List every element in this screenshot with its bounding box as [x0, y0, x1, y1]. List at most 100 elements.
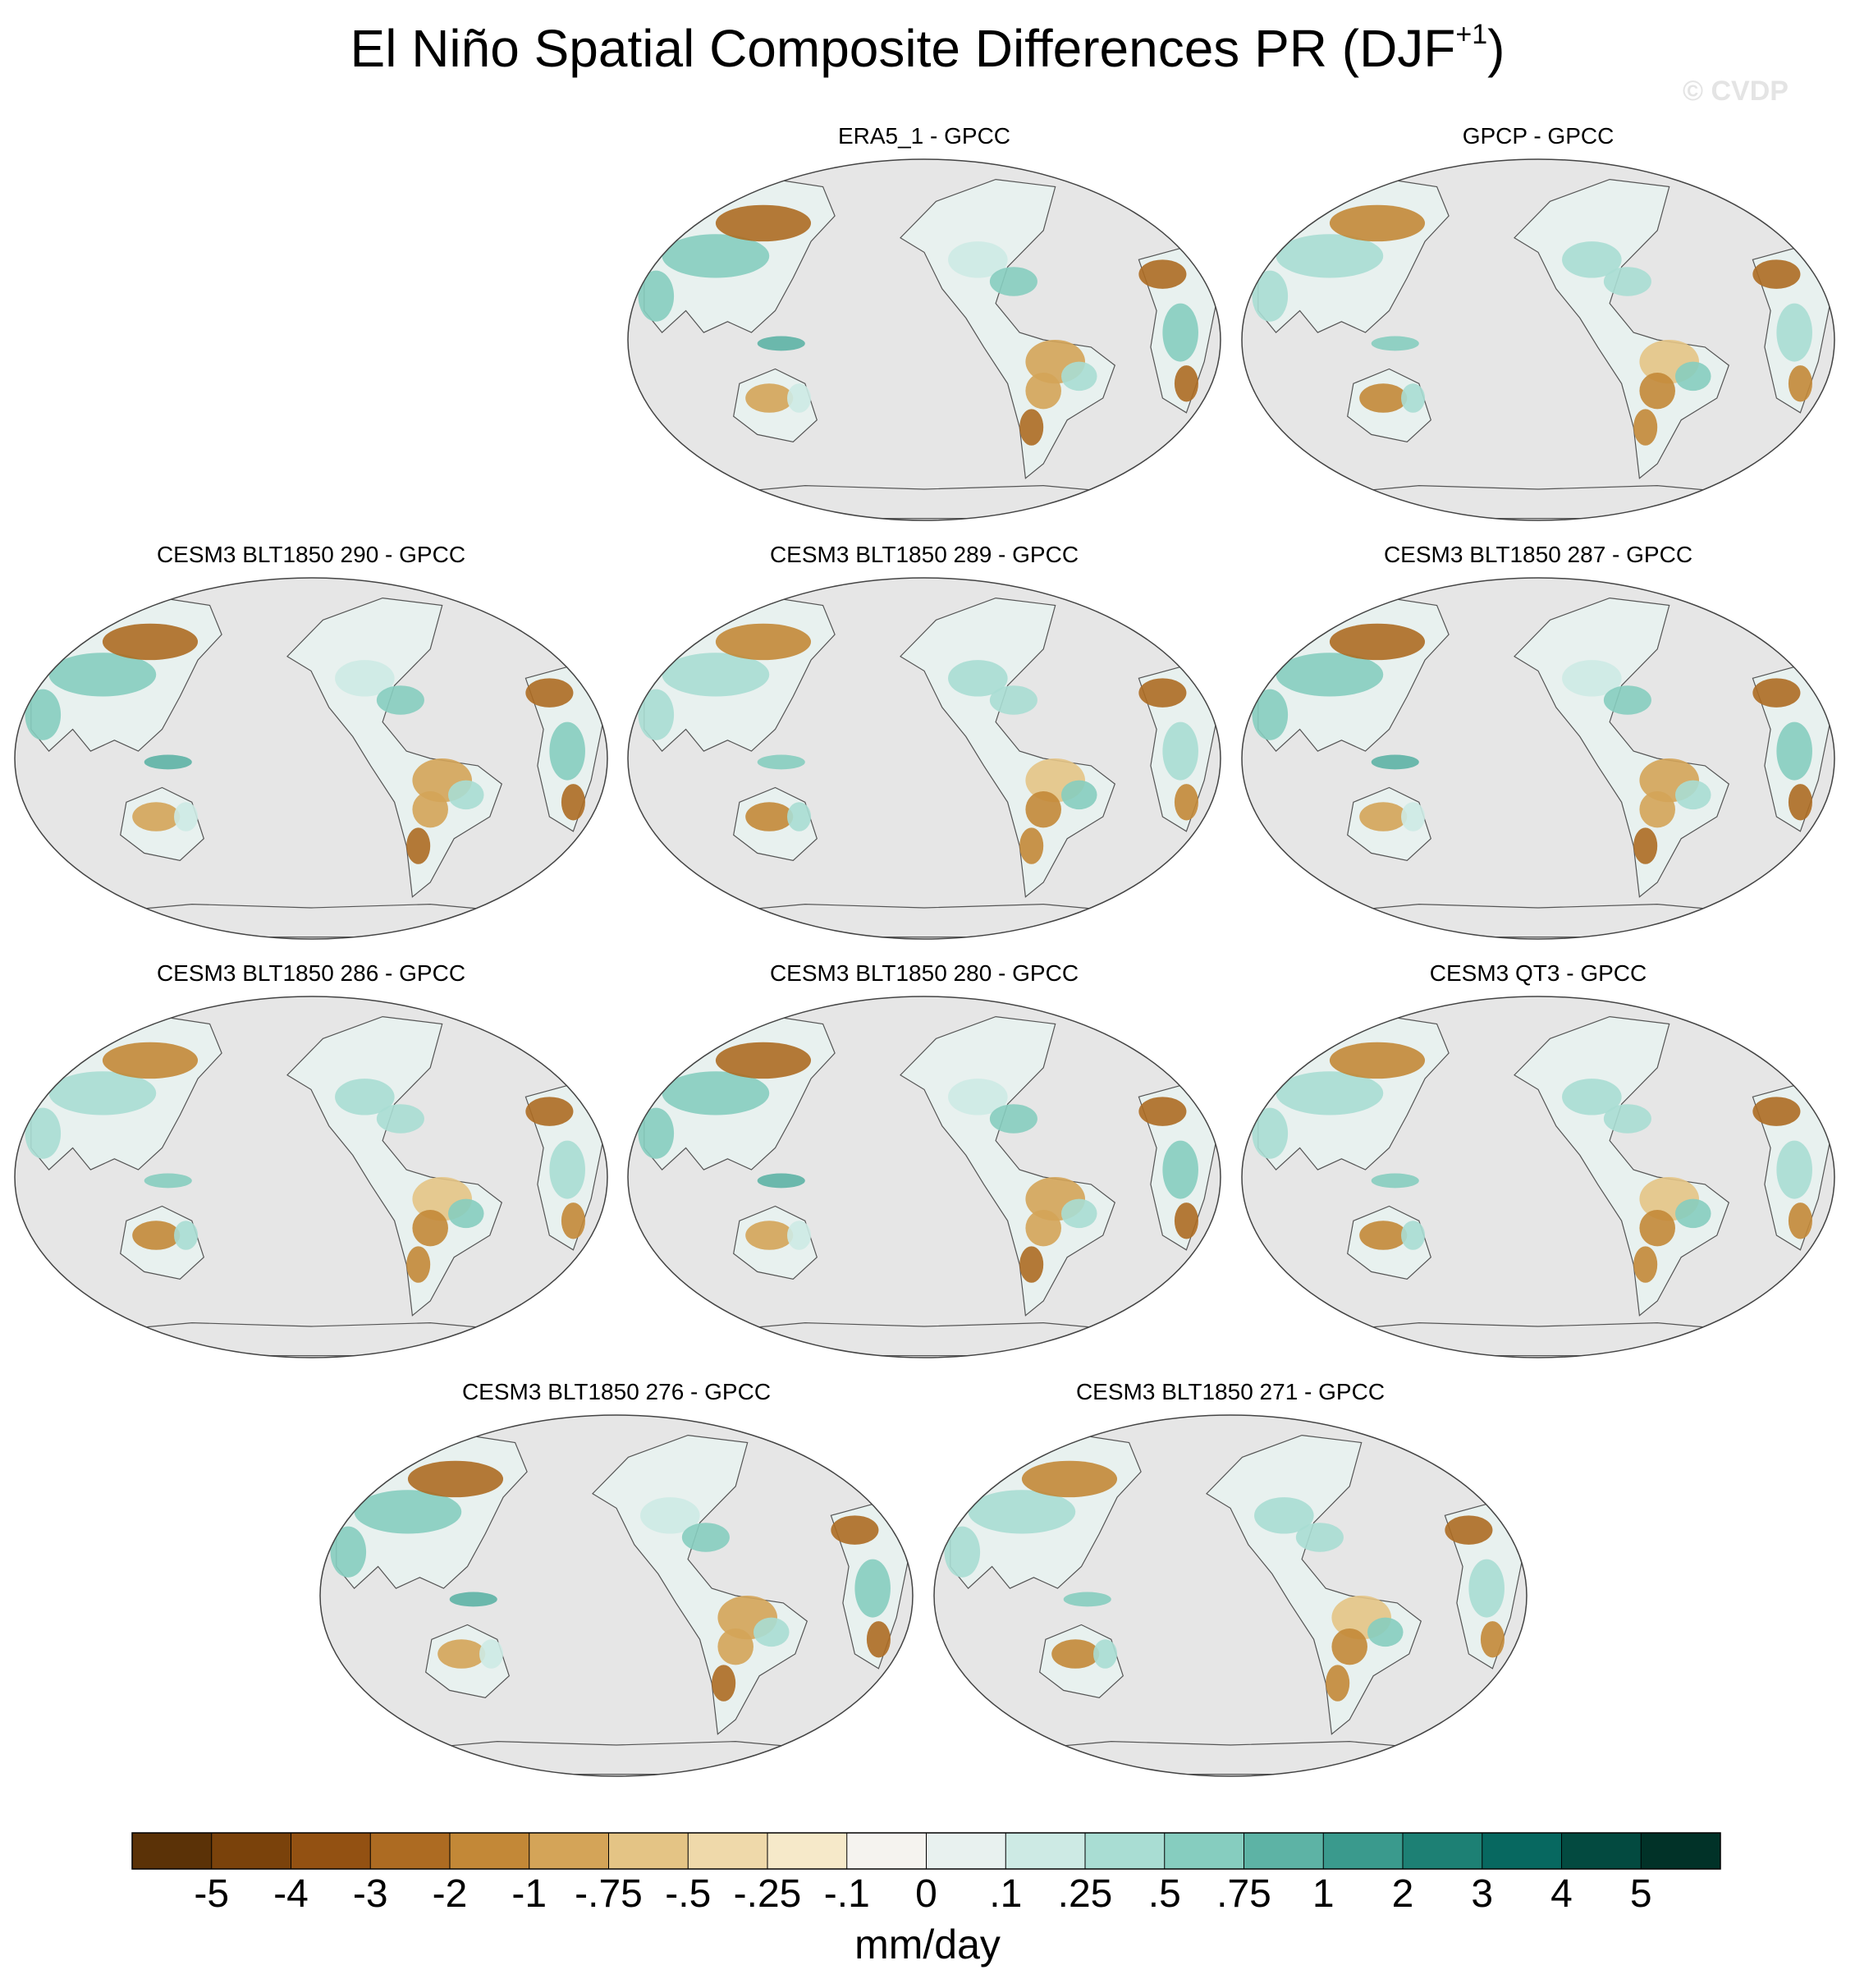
map-panel [627, 996, 1221, 1358]
dry-anomaly [1788, 365, 1812, 402]
wet-anomaly [449, 1592, 497, 1607]
colorbar-tick-label: 5 [1629, 1872, 1652, 1916]
colorbar-ticks: -5 -4 -3 -2 -1 -.75 -.5 -.25 -.1 0 .1 .25 .5 .75 1 2 3 4 5 [0, 1871, 1855, 1921]
colorbar-box [1323, 1833, 1404, 1869]
wet-anomaly [854, 1559, 891, 1618]
panel-title: CESM3 BLT1850 289 - GPCC [769, 542, 1079, 567]
dry-anomaly [715, 1042, 812, 1079]
dry-anomaly [132, 1221, 181, 1250]
dry-anomaly [745, 802, 794, 831]
wet-anomaly [1367, 1617, 1404, 1647]
colorbar-box [1403, 1833, 1483, 1869]
wet-anomaly [1060, 361, 1097, 392]
wet-anomaly [968, 1490, 1076, 1534]
dry-anomaly [437, 1639, 486, 1669]
colorbar-box [370, 1833, 451, 1869]
wet-anomaly [1401, 802, 1426, 831]
wet-anomaly [1371, 336, 1419, 351]
wet-anomaly [1252, 689, 1289, 740]
wet-anomaly [1674, 1198, 1711, 1229]
wet-anomaly [989, 267, 1037, 296]
map-border [627, 996, 1221, 1358]
colorbar-tick-label: 3 [1471, 1872, 1494, 1916]
colorbar-label: mm/day [854, 1922, 1001, 1967]
map-border [627, 577, 1221, 940]
wet-anomaly [48, 1071, 157, 1115]
dry-anomaly [1138, 259, 1187, 289]
colorbar-box [450, 1833, 530, 1869]
map-border [1241, 996, 1835, 1358]
wet-anomaly [787, 802, 812, 831]
map-border [933, 1414, 1528, 1777]
wet-anomaly [681, 1523, 730, 1552]
dry-anomaly [1329, 1042, 1426, 1079]
map-panel [319, 1414, 914, 1777]
dry-anomaly [406, 827, 431, 864]
colorbar-tick-label: -.75 [575, 1872, 643, 1916]
wet-anomaly [1060, 1198, 1097, 1229]
wet-anomaly [1063, 1592, 1111, 1607]
map-panel [14, 996, 608, 1358]
colorbar-tick-label: -3 [352, 1872, 388, 1916]
dry-anomaly [1019, 1246, 1044, 1283]
dry-anomaly [561, 1202, 585, 1239]
dry-anomaly [1633, 1246, 1658, 1283]
dry-anomaly [1639, 790, 1675, 828]
dry-anomaly [406, 1246, 431, 1283]
colorbar-tick-label: 0 [915, 1872, 937, 1916]
panel-title: CESM3 BLT1850 276 - GPCC [461, 1379, 772, 1404]
dry-anomaly [1138, 1097, 1187, 1126]
dry-anomaly [1025, 790, 1061, 828]
wet-anomaly [25, 689, 62, 740]
wet-anomaly [989, 685, 1037, 715]
wet-anomaly [662, 234, 770, 278]
map-panel [627, 577, 1221, 940]
wet-anomaly [25, 1107, 62, 1159]
colorbar-tick-label: -.1 [823, 1872, 870, 1916]
wet-anomaly [1603, 1104, 1651, 1134]
colorbar-box [688, 1833, 768, 1869]
wet-anomaly [1562, 1079, 1622, 1115]
colorbar-box [608, 1833, 689, 1869]
dry-anomaly [102, 1042, 199, 1079]
map-panel [1241, 158, 1835, 521]
wet-anomaly [447, 1198, 484, 1229]
wet-anomaly [1276, 1071, 1384, 1115]
dry-anomaly [1639, 372, 1675, 410]
colorbar-box [1641, 1833, 1721, 1869]
wet-anomaly [376, 685, 424, 715]
wet-anomaly [1562, 660, 1622, 697]
panel-title: CESM3 BLT1850 271 - GPCC [1075, 1379, 1386, 1404]
panel-title: CESM3 BLT1850 280 - GPCC [769, 960, 1079, 986]
figure-title: El Niño Spatial Composite Differences PR… [0, 18, 1855, 79]
colorbar-box [1005, 1833, 1086, 1869]
dry-anomaly [745, 383, 794, 413]
dry-anomaly [745, 1221, 794, 1250]
title-superscript: +1 [1455, 18, 1488, 50]
wet-anomaly [1254, 1497, 1314, 1534]
dry-anomaly [1174, 784, 1198, 821]
wet-anomaly [376, 1104, 424, 1134]
dry-anomaly [1019, 409, 1044, 446]
colorbar-box [1164, 1833, 1244, 1869]
wet-anomaly [662, 1071, 770, 1115]
colorbar-tick-label: -2 [432, 1872, 468, 1916]
map-border [1241, 158, 1835, 521]
colorbar-box [846, 1833, 927, 1869]
dry-anomaly [1138, 678, 1187, 708]
dry-anomaly [412, 790, 448, 828]
dry-anomaly [715, 204, 812, 242]
wet-anomaly [1252, 270, 1289, 322]
wet-anomaly [1252, 1107, 1289, 1159]
colorbar-box [1085, 1833, 1166, 1869]
wet-anomaly [1603, 685, 1651, 715]
colorbar-tick-label: .1 [989, 1872, 1023, 1916]
wet-anomaly [174, 802, 199, 831]
wet-anomaly [1603, 267, 1651, 296]
colorbar-box [767, 1833, 848, 1869]
dry-anomaly [1051, 1639, 1100, 1669]
dry-anomaly [561, 784, 585, 821]
title-main: El Niño Spatial Composite Differences PR… [350, 19, 1456, 78]
dry-anomaly [1359, 383, 1408, 413]
